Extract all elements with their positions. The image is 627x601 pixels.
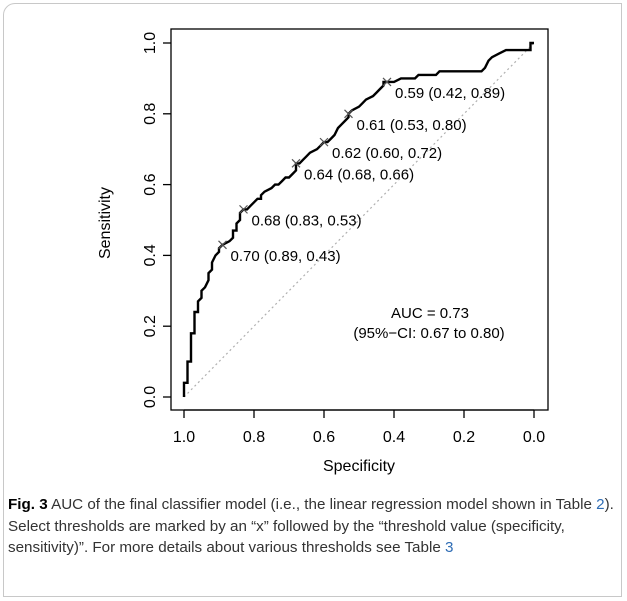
threshold-marker xyxy=(344,109,353,119)
figure-caption: Fig. 3 AUC of the final classifier model… xyxy=(8,494,618,559)
threshold-x-stroke xyxy=(344,109,353,119)
threshold-label: 0.62 (0.60, 0.72) xyxy=(332,145,442,162)
y-tick-label: 0.2 xyxy=(142,315,159,337)
x-tick-label: 0.4 xyxy=(383,429,405,446)
roc-curve-layer xyxy=(182,41,534,397)
roc-chart: 1.0 0.8 0.6 0.4 0.2 0.0 0.0 0.2 0.4 0.6 0.8 1.0 0.7… xyxy=(97,28,549,475)
threshold-marker xyxy=(239,204,248,214)
y-tick-label: 1.0 xyxy=(142,32,159,54)
x-tick-label: 0.0 xyxy=(523,429,545,446)
x-tick-label: 0.6 xyxy=(313,429,335,446)
threshold-label: 0.68 (0.83, 0.53) xyxy=(252,212,362,229)
x-tick-label: 0.8 xyxy=(243,429,265,446)
threshold-x-stroke xyxy=(218,240,227,250)
threshold-marker xyxy=(319,137,329,147)
threshold-x-stroke xyxy=(382,77,392,87)
threshold-marker xyxy=(218,240,227,250)
table-2-link[interactable]: 2 xyxy=(596,496,605,513)
threshold-markers-layer: 0.70 (0.89, 0.43) 0.68 (0.83, 0.53) 0.64 (… xyxy=(218,77,505,265)
y-tick-label: 0.6 xyxy=(142,173,159,195)
caption-label: Fig. 3 xyxy=(8,496,48,513)
threshold-marker xyxy=(382,77,392,87)
y-tick-label: 0.4 xyxy=(142,244,159,266)
x-tick-label: 1.0 xyxy=(173,429,195,446)
threshold-x-stroke xyxy=(239,204,248,214)
caption-text-middle: ). Select thresholds are marked by an “x… xyxy=(8,496,614,556)
y-axis-title: Sensitivity xyxy=(97,187,114,259)
caption-text-before: AUC of the final classifier model (i.e.,… xyxy=(51,496,597,513)
x-axis-title: Specificity xyxy=(323,458,395,475)
auc-annotation-line-2: (95%−CI: 0.67 to 0.80) xyxy=(353,325,504,342)
figure-frame xyxy=(3,3,622,597)
y-tick-label: 0.8 xyxy=(142,103,159,125)
axes-layer: 1.0 0.8 0.6 0.4 0.2 0.0 0.0 0.2 0.4 0.6 0.8 1.0 xyxy=(142,28,549,446)
threshold-x-stroke xyxy=(319,137,329,147)
y-tick-label: 0.0 xyxy=(142,386,159,408)
x-tick-label: 0.2 xyxy=(453,429,475,446)
threshold-marker xyxy=(291,158,301,168)
table-3-link[interactable]: 3 xyxy=(444,539,454,556)
threshold-label: 0.70 (0.89, 0.43) xyxy=(231,248,341,265)
threshold-label: 0.64 (0.68, 0.66) xyxy=(304,166,414,183)
threshold-x-stroke xyxy=(291,158,301,168)
threshold-label: 0.59 (0.42, 0.89) xyxy=(395,85,505,102)
roc-curve-0 xyxy=(182,41,534,397)
auc-annotation-line-1: AUC = 0.73 xyxy=(391,305,469,322)
threshold-label: 0.61 (0.53, 0.80) xyxy=(357,117,467,134)
